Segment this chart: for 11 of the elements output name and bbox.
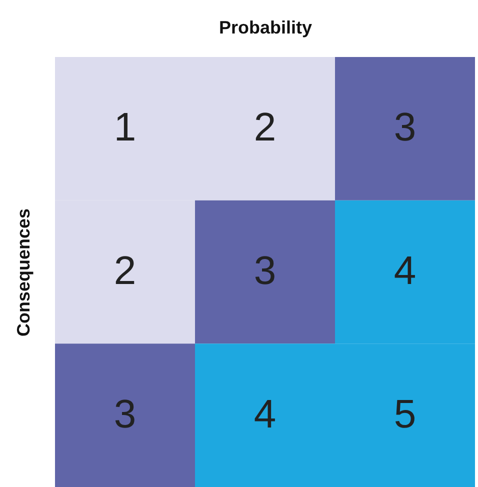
data-label: 4 xyxy=(394,249,416,293)
x-axis-title: Probability xyxy=(218,18,312,38)
data-label: 2 xyxy=(254,106,276,150)
data-label: 1 xyxy=(114,106,136,150)
data-label: 2 xyxy=(114,249,136,293)
data-label: 3 xyxy=(394,106,416,150)
data-label: 3 xyxy=(114,392,136,436)
data-label: 3 xyxy=(254,249,276,293)
data-label: 5 xyxy=(394,392,416,436)
data-label: 4 xyxy=(254,392,276,436)
y-axis-title: Consequences xyxy=(14,208,34,337)
